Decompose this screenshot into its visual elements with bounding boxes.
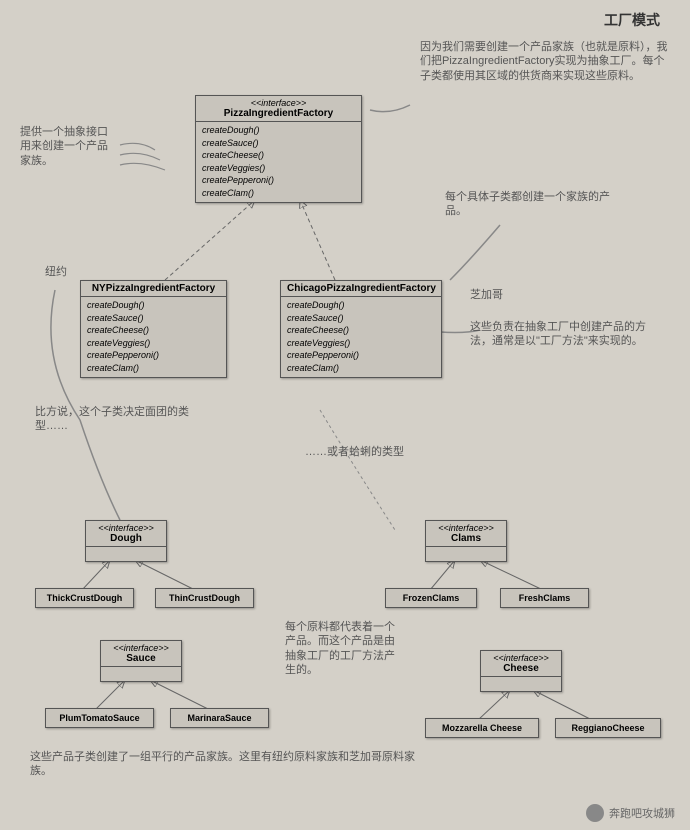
dough-interface: <<interface>> Dough	[85, 520, 167, 562]
frozen-clams: FrozenClams	[385, 588, 477, 608]
stereotype: <<interface>>	[202, 98, 355, 108]
thin-crust-dough: ThinCrustDough	[155, 588, 254, 608]
note-bottom: 这些产品子类创建了一组平行的产品家族。这里有纽约原料家族和芝加哥原料家族。	[30, 750, 430, 779]
note-clam-type: ……或者蛤蜊的类型	[305, 445, 475, 459]
thick-crust-dough: ThickCrustDough	[35, 588, 134, 608]
stereotype: <<interface>>	[107, 643, 175, 653]
note-top-right: 因为我们需要创建一个产品家族（也就是原料），我们把PizzaIngredient…	[420, 40, 670, 83]
sauce-interface: <<interface>> Sauce	[100, 640, 182, 682]
plum-tomato-sauce: PlumTomatoSauce	[45, 708, 154, 728]
class-name: PizzaIngredientFactory	[224, 108, 333, 119]
class-name: Dough	[110, 533, 142, 544]
stereotype: <<interface>>	[487, 653, 555, 663]
marinara-sauce: MarinaraSauce	[170, 708, 269, 728]
note-chicago: 芝加哥	[470, 288, 503, 302]
chicago-pizza-factory: ChicagoPizzaIngredientFactory createDoug…	[280, 280, 442, 378]
note-dough-type: 比方说，这个子类决定面团的类型……	[35, 405, 205, 434]
ny-pizza-factory: NYPizzaIngredientFactory createDough() c…	[80, 280, 227, 378]
stereotype: <<interface>>	[92, 523, 160, 533]
fresh-clams: FreshClams	[500, 588, 589, 608]
note-ny: 纽约	[45, 265, 67, 279]
footer-brand: 奔跑吧攻城狮	[586, 804, 675, 822]
note-left: 提供一个抽象接口用来创建一个产品家族。	[20, 125, 115, 168]
clams-interface: <<interface>> Clams	[425, 520, 507, 562]
footer-text: 奔跑吧攻城狮	[609, 805, 675, 821]
method-list: createDough() createSauce() createCheese…	[281, 297, 441, 377]
mozzarella-cheese: Mozzarella Cheese	[425, 718, 539, 738]
method-list: createDough() createSauce() createCheese…	[81, 297, 226, 377]
page-title: 工厂模式	[604, 10, 660, 30]
class-name: Sauce	[126, 653, 155, 664]
reggiano-cheese: ReggianoCheese	[555, 718, 661, 738]
method-list: createDough() createSauce() createCheese…	[196, 122, 361, 202]
note-methods: 这些负责在抽象工厂中创建产品的方法，通常是以"工厂方法"来实现的。	[470, 320, 650, 349]
stereotype: <<interface>>	[432, 523, 500, 533]
note-every-concrete: 每个具体子类都创建一个家族的产品。	[445, 190, 625, 219]
class-name: ChicagoPizzaIngredientFactory	[287, 283, 436, 294]
class-name: Cheese	[503, 663, 539, 674]
pizza-ingredient-factory-interface: <<interface>> PizzaIngredientFactory cre…	[195, 95, 362, 203]
class-name: Clams	[451, 533, 481, 544]
note-ingredient: 每个原料都代表着一个产品。而这个产品是由抽象工厂的工厂方法产生的。	[285, 620, 405, 677]
class-name: NYPizzaIngredientFactory	[92, 283, 215, 294]
wechat-icon	[586, 804, 604, 822]
cheese-interface: <<interface>> Cheese	[480, 650, 562, 692]
